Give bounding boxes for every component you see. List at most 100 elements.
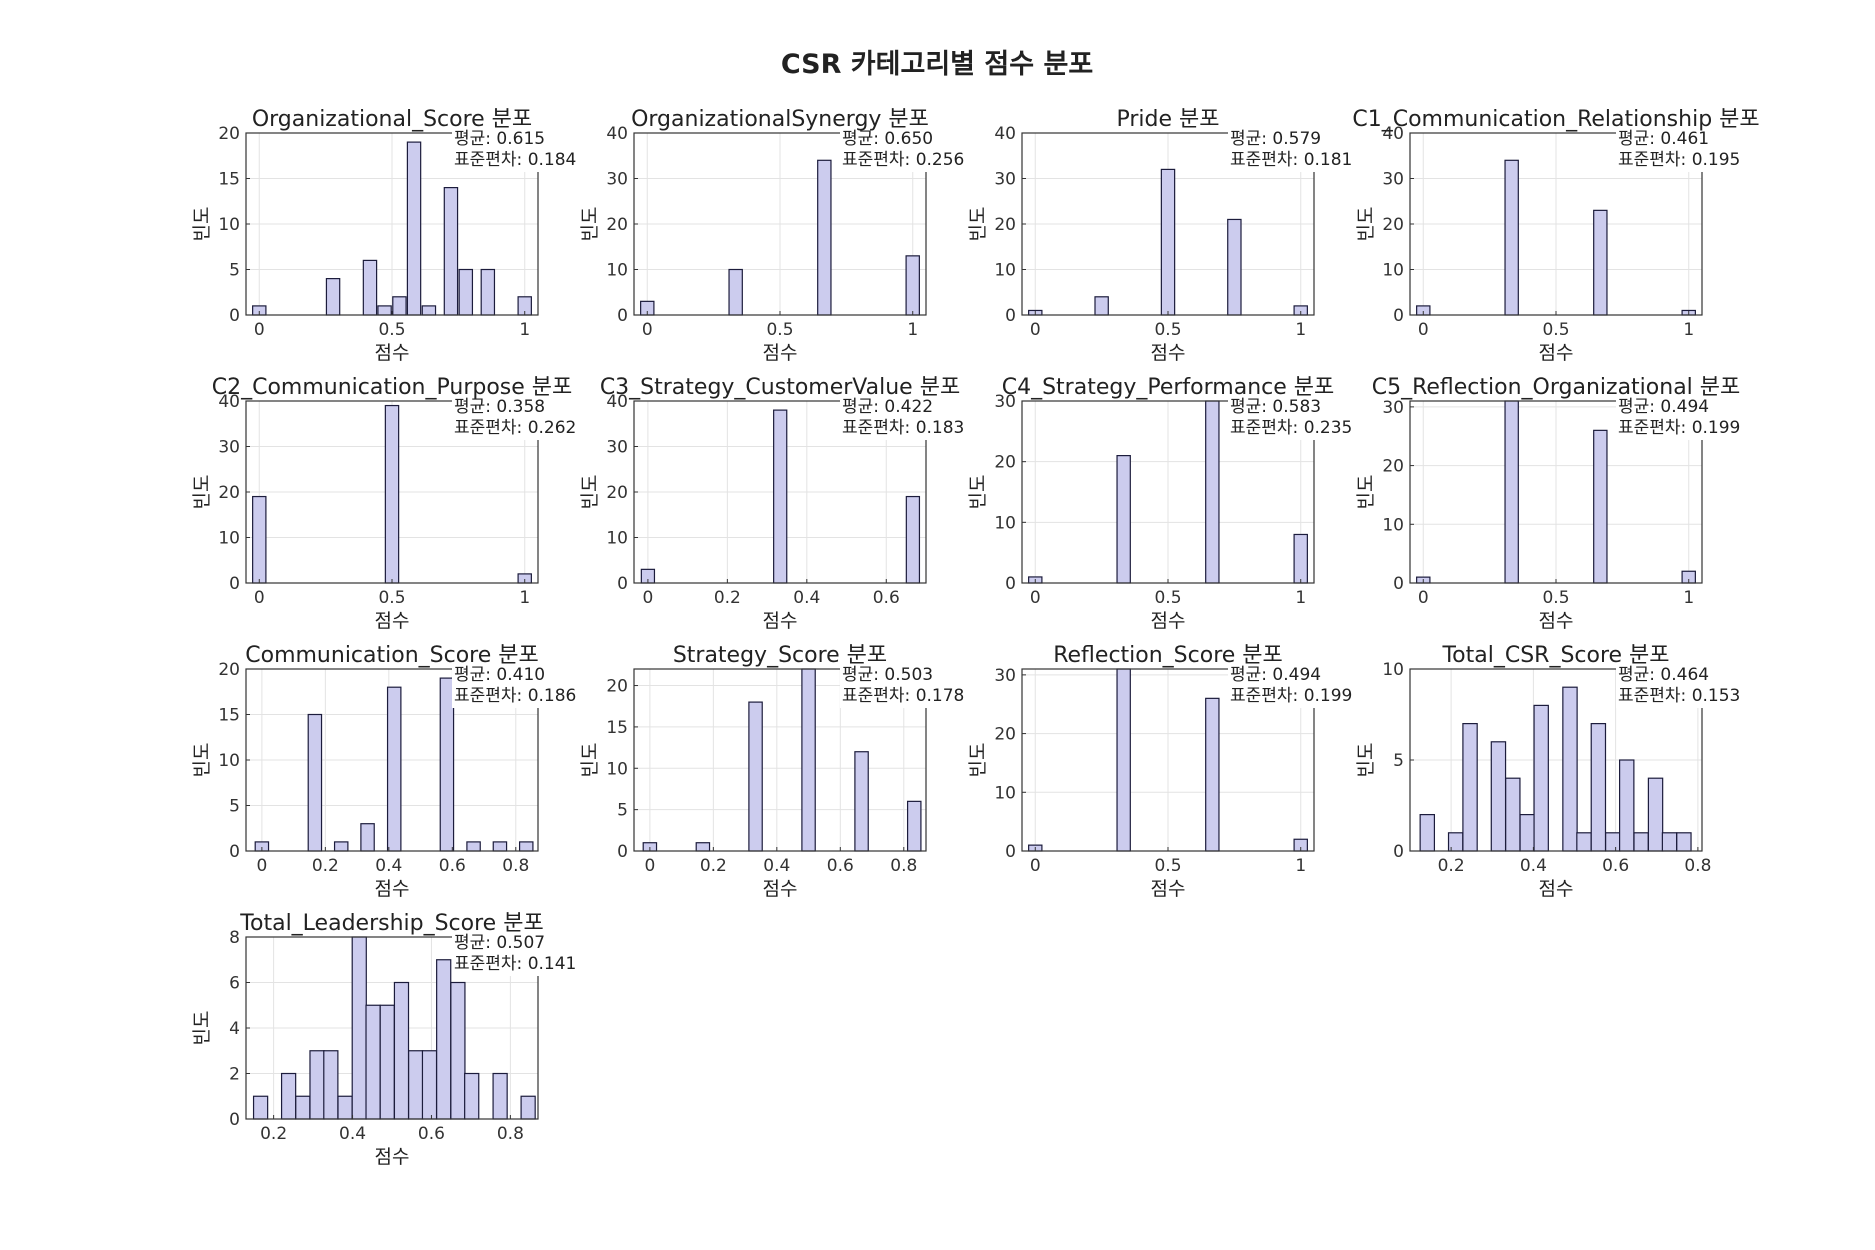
x-tick-label: 0 (256, 856, 267, 876)
y-tick-label: 0 (617, 306, 628, 326)
mean-stat: 평균: 0.494 (1230, 665, 1321, 685)
x-tick-label: 1 (907, 320, 918, 340)
histogram-bar (906, 800, 922, 852)
stats-box (1228, 664, 1320, 708)
histogram-bar (325, 278, 341, 316)
y-tick-label: 15 (218, 170, 240, 190)
x-axis-label: 점수 (375, 342, 410, 364)
y-axis-label: 빈도 (1355, 207, 1377, 242)
y-tick-label: 0 (229, 842, 240, 862)
mean-stat: 평균: 0.583 (1230, 397, 1321, 417)
std-stat: 표준편차: 0.262 (454, 418, 576, 438)
x-tick-label: 0 (1418, 588, 1429, 608)
x-tick-label: 0.4 (1520, 856, 1547, 876)
x-tick-label: 1 (1295, 856, 1306, 876)
histogram-bar (905, 495, 921, 584)
x-axis-label: 점수 (763, 878, 798, 900)
histogram-bar (1619, 759, 1635, 852)
histogram-bar (1462, 722, 1478, 852)
y-tick-label: 40 (994, 124, 1016, 144)
y-tick-label: 20 (218, 660, 240, 680)
histogram-bar (1519, 813, 1535, 852)
y-tick-label: 10 (994, 513, 1016, 533)
x-tick-label: 0.6 (418, 1124, 445, 1144)
std-stat: 표준편차: 0.186 (454, 686, 576, 706)
y-tick-label: 20 (606, 677, 628, 697)
y-tick-label: 10 (218, 751, 240, 771)
x-axis-label: 점수 (375, 878, 410, 900)
histogram-bar (421, 1050, 438, 1120)
mean-stat: 평균: 0.503 (842, 665, 933, 685)
histogram-bar (1533, 704, 1549, 852)
y-tick-label: 0 (1005, 574, 1016, 594)
x-tick-label: 0.5 (378, 320, 405, 340)
x-tick-label: 0.5 (766, 320, 793, 340)
histogram-bar (337, 1095, 353, 1120)
histogram-bar (1593, 429, 1608, 584)
std-stat: 표준편차: 0.256 (842, 150, 964, 170)
histogram-bar (309, 1050, 325, 1120)
histogram-bar (1605, 832, 1621, 852)
x-axis-label: 점수 (1539, 610, 1574, 632)
histogram-bar (1647, 777, 1664, 852)
x-tick-label: 0.2 (312, 856, 339, 876)
panel-title: C1_Communication_Relationship 분포 (1352, 107, 1759, 132)
y-axis-label: 빈도 (967, 475, 989, 510)
histogram-bar (1504, 400, 1519, 584)
panel-title: C4_Strategy_Performance 분포 (1002, 375, 1335, 400)
stats-box (1228, 128, 1320, 172)
histogram-bar (728, 268, 743, 316)
stats-box (1616, 396, 1708, 440)
x-tick-label: 0.5 (1154, 588, 1181, 608)
histogram-bar (854, 751, 869, 852)
histogram-bar (365, 1004, 381, 1120)
x-tick-label: 0.4 (793, 588, 820, 608)
mean-stat: 평균: 0.507 (454, 933, 545, 953)
std-stat: 표준편차: 0.199 (1618, 418, 1740, 438)
panel-title: Reflection_Score 분포 (1053, 643, 1283, 668)
histogram-bar (1504, 159, 1519, 316)
x-tick-label: 0 (642, 320, 653, 340)
panel-title: Pride 분포 (1116, 107, 1219, 132)
y-tick-label: 8 (229, 928, 240, 948)
y-tick-label: 20 (994, 215, 1016, 235)
y-tick-label: 40 (218, 392, 240, 412)
y-tick-label: 30 (1382, 170, 1404, 190)
mean-stat: 평균: 0.410 (454, 665, 545, 685)
histogram-bar (1227, 218, 1242, 316)
histogram-bar (1590, 722, 1607, 852)
histogram-bar (307, 713, 323, 852)
histogram-bar (351, 936, 367, 1120)
y-tick-label: 40 (606, 392, 628, 412)
y-tick-label: 0 (1393, 306, 1404, 326)
y-axis-label: 빈도 (191, 207, 213, 242)
x-tick-label: 0.8 (890, 856, 917, 876)
y-tick-label: 10 (994, 783, 1016, 803)
x-tick-label: 0 (254, 588, 265, 608)
std-stat: 표준편차: 0.181 (1230, 150, 1352, 170)
std-stat: 표준편차: 0.199 (1230, 686, 1352, 706)
histogram-bar (439, 677, 455, 852)
histogram-bar (1116, 668, 1131, 852)
stats-box (452, 932, 544, 976)
histogram-bar (492, 1072, 508, 1120)
histogram-bar (1593, 209, 1608, 316)
y-tick-label: 2 (229, 1065, 240, 1085)
histogram-bar (905, 255, 920, 316)
panel-title: Communication_Score 분포 (245, 643, 539, 668)
y-axis-label: 빈도 (967, 207, 989, 242)
y-tick-label: 5 (229, 797, 240, 817)
x-tick-label: 0 (644, 856, 655, 876)
y-tick-label: 0 (1393, 574, 1404, 594)
x-tick-label: 1 (1683, 588, 1694, 608)
y-tick-label: 6 (229, 974, 240, 994)
y-tick-label: 10 (1382, 515, 1404, 535)
x-tick-label: 0.8 (497, 1124, 524, 1144)
histogram-bar (458, 268, 474, 316)
y-tick-label: 0 (229, 306, 240, 326)
x-axis-label: 점수 (763, 610, 798, 632)
x-tick-label: 0.4 (339, 1124, 366, 1144)
